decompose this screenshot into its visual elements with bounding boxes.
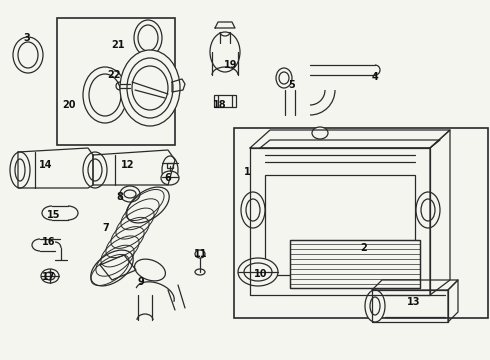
Ellipse shape [120, 50, 180, 126]
Ellipse shape [238, 258, 278, 286]
Ellipse shape [83, 152, 107, 188]
Ellipse shape [161, 171, 179, 185]
Text: 16: 16 [42, 237, 56, 247]
Ellipse shape [276, 68, 292, 88]
Text: 8: 8 [117, 192, 123, 202]
Ellipse shape [421, 199, 435, 221]
Text: 12: 12 [121, 160, 135, 170]
Ellipse shape [134, 20, 162, 56]
Text: 9: 9 [138, 277, 145, 287]
Text: 10: 10 [254, 269, 268, 279]
Bar [290, 240, 420, 288]
Ellipse shape [120, 186, 140, 202]
Text: 15: 15 [47, 210, 61, 220]
Bar [234, 128, 488, 318]
Bar [214, 95, 236, 107]
Text: 13: 13 [407, 297, 421, 307]
Ellipse shape [124, 190, 136, 198]
Text: 11: 11 [194, 249, 208, 259]
Ellipse shape [195, 250, 205, 258]
Text: 5: 5 [289, 80, 295, 90]
Text: 2: 2 [361, 243, 368, 253]
Text: 3: 3 [24, 33, 30, 43]
Ellipse shape [370, 297, 380, 315]
Ellipse shape [41, 269, 59, 283]
Ellipse shape [241, 192, 265, 228]
Ellipse shape [244, 263, 272, 281]
Ellipse shape [45, 272, 55, 280]
Text: 1: 1 [244, 167, 250, 177]
Text: 22: 22 [107, 70, 121, 80]
Text: 6: 6 [165, 173, 172, 183]
Bar [265, 175, 415, 275]
Text: 19: 19 [224, 60, 238, 70]
Ellipse shape [13, 37, 43, 73]
Ellipse shape [18, 42, 38, 68]
Ellipse shape [279, 72, 289, 84]
Text: 7: 7 [102, 223, 109, 233]
Ellipse shape [365, 290, 385, 322]
Bar [290, 240, 420, 288]
Text: 17: 17 [42, 272, 56, 282]
Ellipse shape [89, 74, 121, 116]
Bar [57, 18, 175, 145]
Ellipse shape [195, 269, 205, 275]
Text: 18: 18 [213, 100, 227, 110]
Ellipse shape [210, 32, 240, 72]
Text: 20: 20 [62, 100, 76, 110]
Text: 14: 14 [39, 160, 53, 170]
Text: 4: 4 [371, 72, 378, 82]
Ellipse shape [416, 192, 440, 228]
Ellipse shape [138, 25, 158, 51]
Ellipse shape [83, 67, 127, 123]
Text: 21: 21 [111, 40, 125, 50]
Ellipse shape [246, 199, 260, 221]
Bar [167, 163, 173, 168]
Ellipse shape [162, 156, 178, 184]
Ellipse shape [312, 127, 328, 139]
Ellipse shape [10, 152, 30, 188]
